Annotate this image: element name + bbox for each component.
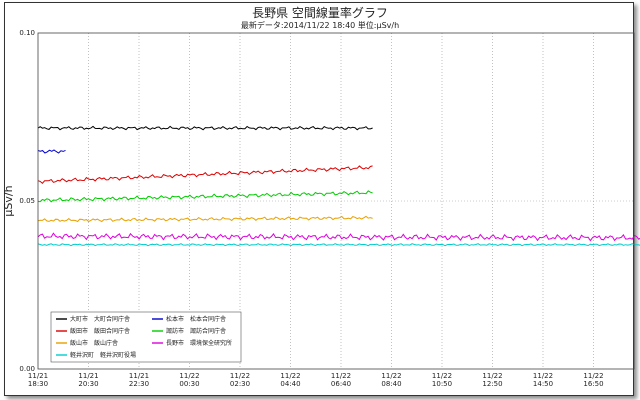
- x-tick-date: 11/21: [28, 372, 48, 380]
- series-line-0: [37, 125, 373, 131]
- x-tick-date: 11/22: [533, 372, 553, 380]
- series-line-5: [37, 232, 640, 242]
- x-tick-date: 11/22: [280, 372, 300, 380]
- legend-box: [50, 311, 242, 363]
- x-tick-date: 11/22: [482, 372, 502, 380]
- grid-lines: [38, 33, 634, 369]
- x-tick-date: 11/22: [583, 372, 603, 380]
- series-line-1: [37, 149, 66, 154]
- x-tick-time: 14:50: [533, 380, 553, 388]
- chart-title: 長野県 空間線量率グラフ: [252, 6, 388, 20]
- x-tick-date: 11/22: [230, 372, 250, 380]
- x-tick-date: 11/21: [129, 372, 149, 380]
- series-lines: [37, 125, 640, 247]
- legend-label-6: 軽井沢町 軽井沢町役場: [70, 351, 136, 359]
- x-tick-date: 11/22: [381, 372, 401, 380]
- axes: 0.000.050.1011/2118:3011/2120:3011/2122:…: [2, 29, 635, 388]
- x-tick-time: 04:40: [280, 380, 300, 388]
- x-tick-time: 02:30: [230, 380, 250, 388]
- x-tick-time: 16:50: [583, 380, 603, 388]
- x-tick-time: 06:40: [331, 380, 351, 388]
- x-tick-time: 20:30: [78, 380, 98, 388]
- legend-label-3: 諏訪市 諏訪合同庁舎: [166, 327, 226, 335]
- x-tick-time: 00:30: [179, 380, 199, 388]
- legend-label-0: 大町市 大町合同庁舎: [70, 315, 130, 323]
- series-line-2: [37, 165, 373, 185]
- legend-label-4: 飯山市 飯山庁舎: [70, 339, 118, 347]
- legend-label-2: 飯田市 飯田合同庁舎: [70, 327, 130, 335]
- x-tick-time: 10:50: [432, 380, 452, 388]
- x-tick-date: 11/21: [78, 372, 98, 380]
- y-tick-label: 0.00: [19, 365, 35, 373]
- chart-subtitle: 最新データ:2014/11/22 18:40 単位:μSv/h: [240, 21, 400, 30]
- x-tick-date: 11/22: [331, 372, 351, 380]
- x-tick-time: 22:30: [129, 380, 149, 388]
- x-tick-date: 11/22: [432, 372, 452, 380]
- y-tick-label: 0.10: [19, 29, 35, 37]
- legend-label-5: 長野市 環境保全研究所: [166, 339, 232, 347]
- x-tick-time: 18:30: [28, 380, 48, 388]
- series-line-6: [37, 243, 640, 247]
- x-tick-time: 12:50: [482, 380, 502, 388]
- series-line-3: [37, 190, 373, 203]
- x-tick-date: 11/22: [179, 372, 199, 380]
- y-axis-label: μSv/h: [2, 185, 15, 216]
- x-tick-time: 08:40: [381, 380, 401, 388]
- y-tick-label: 0.05: [19, 197, 35, 205]
- series-line-4: [37, 215, 373, 223]
- legend-label-1: 松本市 松本合同庁舎: [166, 315, 226, 323]
- plot-area-border: [37, 32, 635, 370]
